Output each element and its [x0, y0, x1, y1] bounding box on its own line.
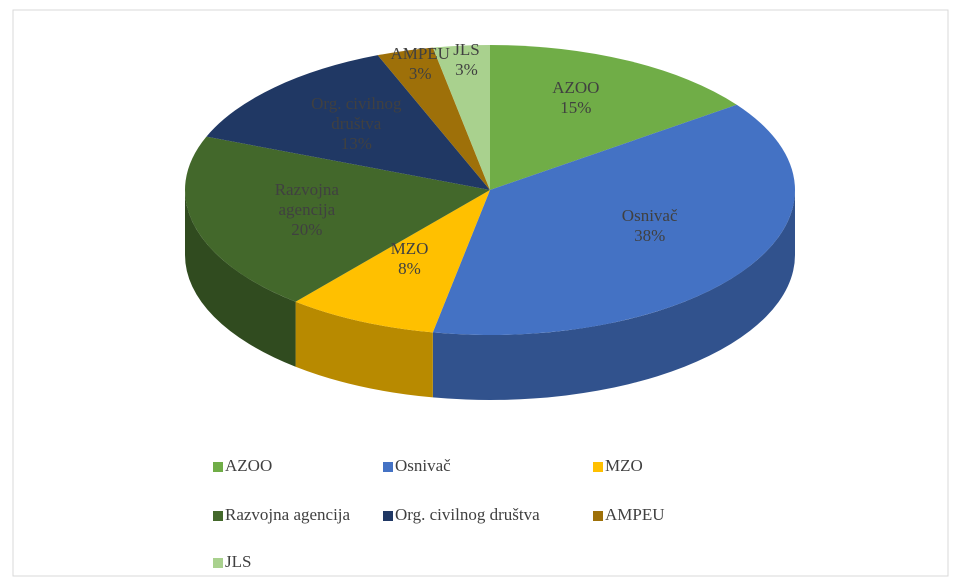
- label-category: AMPEU: [390, 43, 450, 63]
- legend-swatch: [593, 462, 603, 472]
- legend-label: AMPEU: [605, 505, 665, 524]
- pie-slice: [185, 136, 490, 302]
- legend-label: MZO: [605, 456, 643, 475]
- data-label-text: JLS 3%: [411, 40, 521, 80]
- pie-side: [185, 190, 296, 367]
- pie-slice: [377, 47, 490, 191]
- legend-swatch: [383, 511, 393, 521]
- data-label-text: AMPEU 3%: [365, 44, 475, 84]
- label-category: Osnivač: [621, 206, 678, 226]
- label-category: JLS: [453, 39, 480, 59]
- legend-swatch: [213, 462, 223, 472]
- legend-label: Org. civilnog društva: [395, 505, 540, 524]
- legend-swatch: [383, 462, 393, 472]
- label-value: 8%: [398, 259, 421, 279]
- legend-swatch: [213, 558, 223, 568]
- pie-slice: [295, 190, 490, 333]
- data-label-text: AZOO 15%: [521, 78, 631, 118]
- label-value: 20%: [291, 220, 323, 240]
- label-category: Org. civilnog društva: [311, 94, 402, 134]
- label-value: 38%: [634, 226, 666, 246]
- data-label-text: Org. civilnog društva 13%: [301, 94, 411, 154]
- label-value: 3%: [455, 59, 478, 79]
- legend-swatch: [593, 511, 603, 521]
- label-category: Razvojna agencija: [274, 180, 339, 220]
- legend-label: Osnivač: [395, 456, 451, 475]
- label-category: MZO: [390, 239, 429, 259]
- legend-label: AZOO: [225, 456, 272, 475]
- legend-swatch: [213, 511, 223, 521]
- label-value: 13%: [340, 134, 372, 154]
- label-value: 3%: [408, 63, 432, 83]
- pie-side: [295, 301, 433, 398]
- pie-slice: [432, 45, 490, 190]
- pie-slice: [206, 55, 491, 191]
- legend-label: JLS: [225, 552, 251, 571]
- data-label-text: Razvojna agencija 20%: [252, 180, 362, 240]
- data-label-text: MZO 8%: [354, 239, 464, 279]
- legend-label: Razvojna agencija: [225, 505, 351, 524]
- label-value: 15%: [560, 97, 592, 117]
- pie-side: [432, 190, 795, 400]
- pie-slice: [490, 45, 737, 190]
- data-label-text: Osnivač 38%: [595, 206, 705, 246]
- label-category: AZOO: [552, 77, 600, 97]
- pie-slice: [432, 104, 795, 335]
